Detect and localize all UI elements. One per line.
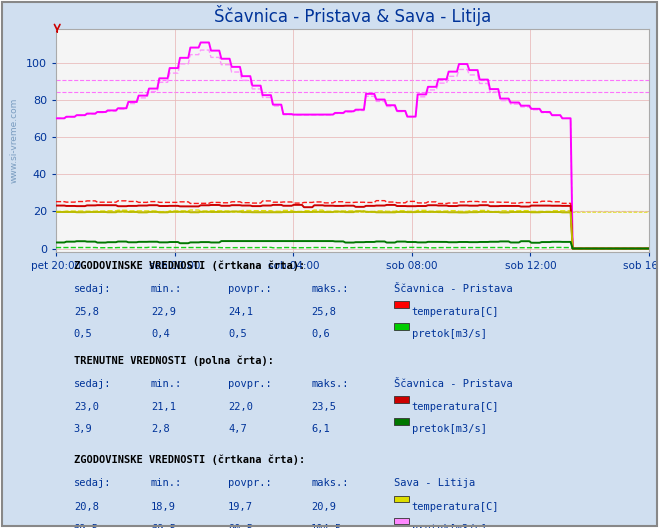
Text: 25,8: 25,8 xyxy=(311,307,336,317)
Text: 90,5: 90,5 xyxy=(228,524,253,528)
Text: 2,8: 2,8 xyxy=(151,425,169,435)
Text: 20,8: 20,8 xyxy=(74,502,99,512)
Text: pretok[m3/s]: pretok[m3/s] xyxy=(412,329,487,340)
Text: 18,9: 18,9 xyxy=(151,502,176,512)
Text: temperatura[C]: temperatura[C] xyxy=(412,307,500,317)
Text: 3,9: 3,9 xyxy=(74,425,92,435)
Text: sedaj:: sedaj: xyxy=(74,284,111,294)
Text: www.si-vreme.com: www.si-vreme.com xyxy=(10,98,19,183)
Text: 22,0: 22,0 xyxy=(228,402,253,412)
Text: temperatura[C]: temperatura[C] xyxy=(412,502,500,512)
Bar xyxy=(394,418,409,425)
Text: ZGODOVINSKE VREDNOSTI (črtkana črta):: ZGODOVINSKE VREDNOSTI (črtkana črta): xyxy=(74,455,305,465)
Text: 20,9: 20,9 xyxy=(311,502,336,512)
Text: ZGODOVINSKE VREDNOSTI (črtkana črta):: ZGODOVINSKE VREDNOSTI (črtkana črta): xyxy=(74,260,305,271)
Text: 0,5: 0,5 xyxy=(228,329,246,340)
Text: 0,5: 0,5 xyxy=(74,329,92,340)
Text: povpr.:: povpr.: xyxy=(228,478,272,488)
Bar xyxy=(394,301,409,308)
Title: Ščavnica - Pristava & Sava - Litija: Ščavnica - Pristava & Sava - Litija xyxy=(214,5,491,26)
Text: min.:: min.: xyxy=(151,379,182,389)
Text: maks.:: maks.: xyxy=(311,478,349,488)
Text: 0,4: 0,4 xyxy=(151,329,169,340)
Text: 21,1: 21,1 xyxy=(151,402,176,412)
Text: 23,0: 23,0 xyxy=(74,402,99,412)
Text: 23,5: 23,5 xyxy=(311,402,336,412)
Text: 4,7: 4,7 xyxy=(228,425,246,435)
Text: povpr.:: povpr.: xyxy=(228,379,272,389)
Bar xyxy=(394,496,409,502)
Text: sedaj:: sedaj: xyxy=(74,379,111,389)
Text: Sava - Litija: Sava - Litija xyxy=(394,478,475,488)
Text: 0,6: 0,6 xyxy=(311,329,330,340)
Bar xyxy=(394,323,409,330)
Text: TRENUTNE VREDNOSTI (polna črta):: TRENUTNE VREDNOSTI (polna črta): xyxy=(74,355,273,366)
Text: maks.:: maks.: xyxy=(311,379,349,389)
Text: povpr.:: povpr.: xyxy=(228,284,272,294)
Text: 19,7: 19,7 xyxy=(228,502,253,512)
Text: temperatura[C]: temperatura[C] xyxy=(412,402,500,412)
Bar xyxy=(394,518,409,524)
Text: pretok[m3/s]: pretok[m3/s] xyxy=(412,524,487,528)
Text: pretok[m3/s]: pretok[m3/s] xyxy=(412,425,487,435)
Text: 104,5: 104,5 xyxy=(311,524,342,528)
Text: min.:: min.: xyxy=(151,478,182,488)
Text: 69,5: 69,5 xyxy=(74,524,99,528)
Text: Ščavnica - Pristava: Ščavnica - Pristava xyxy=(394,284,513,294)
Bar xyxy=(394,397,409,403)
Text: 6,1: 6,1 xyxy=(311,425,330,435)
Text: 69,5: 69,5 xyxy=(151,524,176,528)
Text: 24,1: 24,1 xyxy=(228,307,253,317)
Text: sedaj:: sedaj: xyxy=(74,478,111,488)
Text: min.:: min.: xyxy=(151,284,182,294)
Text: 22,9: 22,9 xyxy=(151,307,176,317)
Text: 25,8: 25,8 xyxy=(74,307,99,317)
Text: Ščavnica - Pristava: Ščavnica - Pristava xyxy=(394,379,513,389)
Text: maks.:: maks.: xyxy=(311,284,349,294)
